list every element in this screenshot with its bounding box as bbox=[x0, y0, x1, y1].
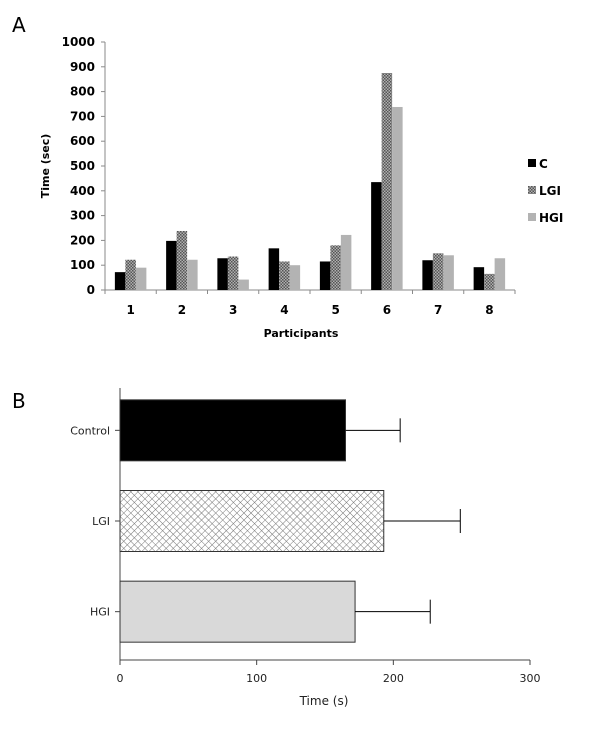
panel-b-xtick-label: 0 bbox=[117, 672, 124, 685]
bar-c-participant-2 bbox=[166, 240, 177, 290]
bar-c-participant-8 bbox=[473, 267, 485, 290]
panel-a-ylabel: Time (sec) bbox=[39, 134, 52, 199]
panel-b-ytick-label-lgi: LGI bbox=[92, 515, 110, 528]
bar-lgi-participant-7 bbox=[432, 253, 444, 290]
bar-lgi-participant-6 bbox=[381, 73, 393, 290]
bar-hgi-participant-4 bbox=[289, 265, 301, 290]
panel-a-ytick-label: 100 bbox=[70, 258, 95, 272]
panel-b-letter: B bbox=[12, 389, 26, 413]
bar-c-participant-4 bbox=[268, 248, 280, 290]
panel-a-letter: A bbox=[12, 13, 26, 37]
bar-c-participant-7 bbox=[422, 260, 433, 290]
bar-control bbox=[119, 399, 346, 462]
panel-a-ytick-label: 900 bbox=[70, 60, 95, 74]
panel-b-xtick-label: 200 bbox=[383, 672, 404, 685]
legend-label-c: C bbox=[539, 157, 548, 171]
bar-hgi bbox=[119, 580, 356, 643]
panel-a-ytick-label: 500 bbox=[70, 159, 95, 173]
bar-hgi-participant-1 bbox=[135, 267, 147, 290]
bar-lgi-participant-5 bbox=[330, 245, 341, 290]
panel-a-xlabel: Participants bbox=[264, 327, 339, 340]
panel-a-chart: 0 100 200 300 400 500 600 700 800 900 1000 1 2 3 4 5 6 7 8… bbox=[62, 35, 564, 317]
panel-a-xtick-label: 4 bbox=[280, 303, 288, 317]
panel-a-ytick-label: 400 bbox=[70, 184, 95, 198]
panel-a-ytick-label: 600 bbox=[70, 134, 95, 148]
legend-label-hgi: HGI bbox=[539, 211, 563, 225]
panel-b-xlabel: Time (s) bbox=[299, 694, 349, 708]
panel-a-ytick-label: 0 bbox=[87, 283, 95, 297]
bar-hgi-participant-7 bbox=[443, 255, 454, 290]
bar-lgi bbox=[119, 490, 385, 552]
panel-a-xtick-label: 1 bbox=[126, 303, 134, 317]
bar-c-participant-6 bbox=[371, 182, 382, 290]
bar-lgi-participant-8 bbox=[484, 273, 495, 290]
bar-lgi-participant-2 bbox=[176, 230, 188, 290]
panel-a-xtick-label: 7 bbox=[434, 303, 442, 317]
bar-hgi-participant-6 bbox=[392, 106, 403, 290]
bar-lgi-participant-4 bbox=[279, 261, 290, 290]
panel-b-ytick-label-hgi: HGI bbox=[90, 606, 110, 619]
bar-hgi-participant-8 bbox=[494, 258, 506, 290]
bar-lgi-participant-3 bbox=[227, 256, 239, 290]
panel-a-xtick-label: 6 bbox=[383, 303, 391, 317]
panel-b-chart: 0 100 200 300 Control LGI HGI bbox=[70, 388, 541, 685]
panel-b-ytick-label-control: Control bbox=[70, 424, 110, 437]
bar-c-participant-3 bbox=[217, 258, 228, 290]
panel-a-ytick-label: 700 bbox=[70, 109, 95, 123]
panel-a-ytick-label: 800 bbox=[70, 85, 95, 99]
panel-a-ytick-label: 200 bbox=[70, 233, 95, 247]
panel-a-xtick-label: 2 bbox=[178, 303, 186, 317]
panel-b-xtick-label: 300 bbox=[520, 672, 541, 685]
bar-c-participant-1 bbox=[114, 272, 126, 290]
bar-lgi-participant-1 bbox=[125, 259, 136, 290]
bar-c-participant-5 bbox=[319, 261, 331, 290]
legend-swatch-lgi bbox=[528, 186, 536, 194]
panel-a-xtick-label: 3 bbox=[229, 303, 237, 317]
bar-hgi-participant-3 bbox=[238, 279, 249, 290]
panel-a-ytick-label: 1000 bbox=[62, 35, 95, 49]
legend-label-lgi: LGI bbox=[539, 184, 561, 198]
bar-hgi-participant-2 bbox=[187, 259, 198, 290]
panel-b-xtick-label: 100 bbox=[246, 672, 267, 685]
panel-a-xtick-label: 5 bbox=[331, 303, 339, 317]
legend-swatch-c bbox=[528, 159, 536, 167]
panel-a-ytick-label: 300 bbox=[70, 209, 95, 223]
legend-swatch-hgi bbox=[528, 213, 536, 221]
panel-a-xtick-label: 8 bbox=[485, 303, 493, 317]
bar-hgi-participant-5 bbox=[340, 234, 352, 290]
